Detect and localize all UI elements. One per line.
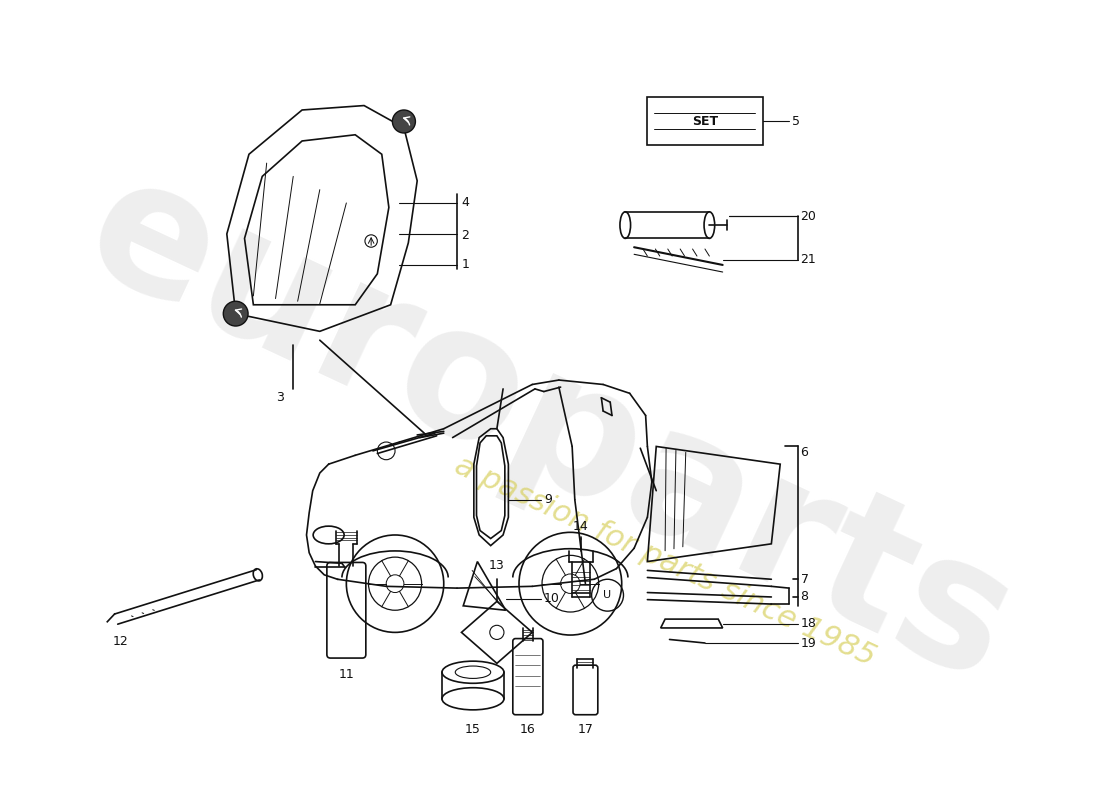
Text: 7: 7 [801, 573, 808, 586]
Text: 4: 4 [462, 197, 470, 210]
Text: 5: 5 [792, 114, 800, 127]
Text: 13: 13 [490, 559, 505, 572]
Text: europarts: europarts [60, 138, 1040, 719]
Text: 10: 10 [543, 592, 560, 606]
Text: U: U [604, 590, 612, 600]
Text: 16: 16 [520, 722, 536, 736]
Text: 9: 9 [543, 493, 552, 506]
Text: 20: 20 [801, 210, 816, 222]
Text: 1: 1 [462, 258, 470, 271]
Text: 2: 2 [462, 230, 470, 242]
Text: SET: SET [692, 114, 718, 127]
Text: 21: 21 [801, 253, 816, 266]
Text: 11: 11 [339, 668, 354, 681]
Text: 6: 6 [801, 446, 808, 459]
Text: 17: 17 [578, 722, 593, 736]
Circle shape [393, 110, 416, 133]
Text: 15: 15 [465, 722, 481, 736]
Text: 14: 14 [573, 520, 588, 534]
Text: 19: 19 [801, 637, 816, 650]
Text: a passion for parts since 1985: a passion for parts since 1985 [450, 451, 880, 672]
Text: 3: 3 [276, 391, 284, 404]
Text: 18: 18 [801, 617, 816, 630]
Text: 8: 8 [801, 590, 808, 603]
Text: 12: 12 [112, 634, 129, 648]
Circle shape [223, 302, 249, 326]
